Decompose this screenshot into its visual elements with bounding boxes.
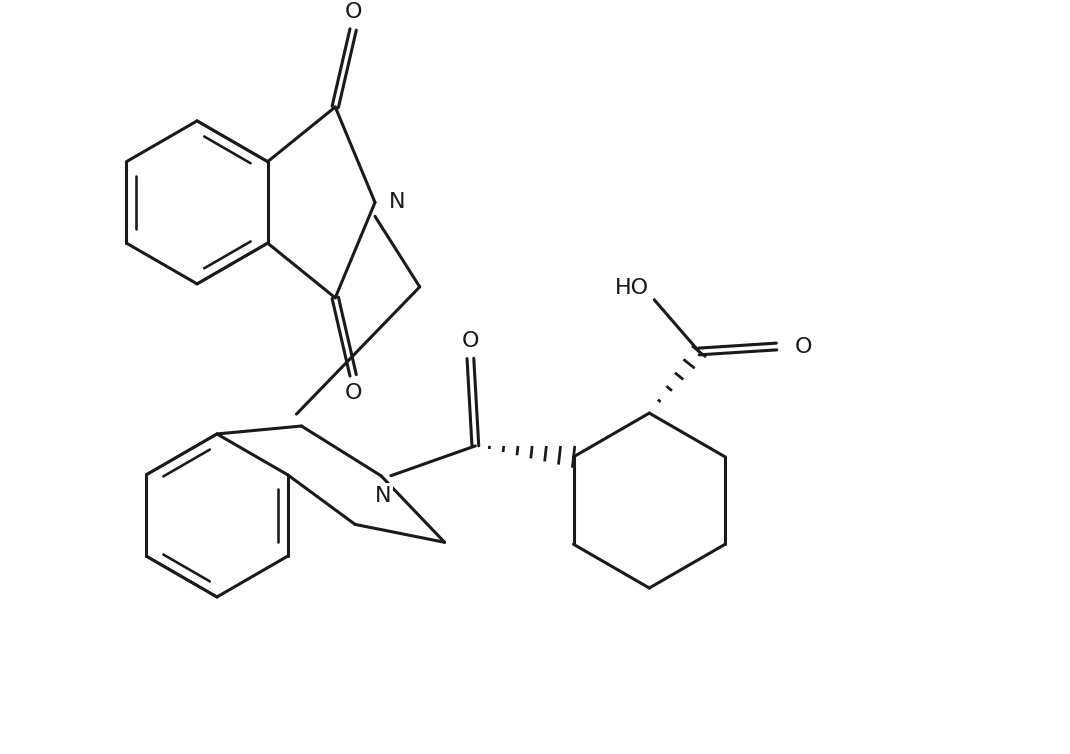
Text: O: O <box>794 336 812 357</box>
Text: O: O <box>461 330 479 351</box>
Text: N: N <box>388 192 406 213</box>
Text: HO: HO <box>615 278 649 298</box>
Text: N: N <box>374 486 392 506</box>
Text: O: O <box>345 383 362 403</box>
Text: O: O <box>345 2 362 22</box>
